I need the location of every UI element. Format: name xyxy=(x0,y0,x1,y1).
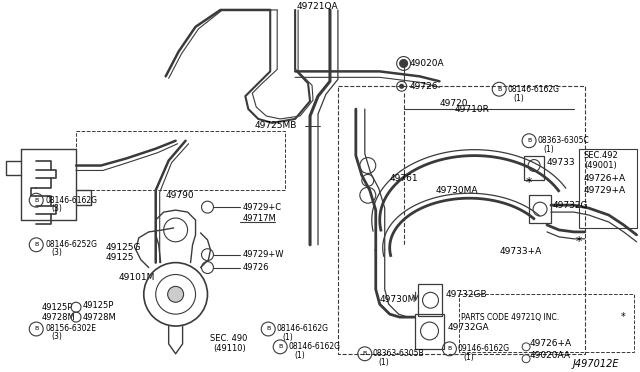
Text: 49125G: 49125G xyxy=(106,243,141,252)
Circle shape xyxy=(399,84,404,88)
Text: B: B xyxy=(34,198,38,203)
Text: 08363-6305B: 08363-6305B xyxy=(372,349,424,358)
Text: SEC.492: SEC.492 xyxy=(584,151,619,160)
Circle shape xyxy=(168,286,184,302)
Text: B: B xyxy=(363,351,367,356)
Text: B: B xyxy=(34,242,38,247)
Text: 49728M: 49728M xyxy=(83,312,116,322)
Text: 49717M: 49717M xyxy=(243,214,276,222)
Text: B: B xyxy=(447,346,452,351)
Circle shape xyxy=(399,60,408,67)
Text: 49732G: 49732G xyxy=(553,201,589,210)
Text: (3): (3) xyxy=(51,203,62,213)
Text: (1): (1) xyxy=(513,94,524,103)
Bar xyxy=(415,314,444,349)
Text: 49730M: 49730M xyxy=(380,295,416,304)
Text: 49728M: 49728M xyxy=(41,312,75,322)
Text: *: * xyxy=(526,176,532,189)
Text: 49726+A: 49726+A xyxy=(584,174,626,183)
Text: B: B xyxy=(34,327,38,331)
Text: 49729+A: 49729+A xyxy=(584,186,626,195)
Text: 49729+C: 49729+C xyxy=(243,203,282,212)
Text: B: B xyxy=(497,87,501,92)
Text: B: B xyxy=(278,344,282,349)
Text: 08146-6162G: 08146-6162G xyxy=(288,342,340,351)
Text: 49710R: 49710R xyxy=(454,105,490,113)
Text: 49125P: 49125P xyxy=(41,303,72,312)
Text: 09146-6162G: 09146-6162G xyxy=(458,344,509,353)
Text: 08146-6162G: 08146-6162G xyxy=(507,85,559,94)
Text: 08146-6162G: 08146-6162G xyxy=(276,324,328,334)
Bar xyxy=(76,131,285,190)
Bar xyxy=(529,195,551,223)
Text: 08156-6302E: 08156-6302E xyxy=(45,324,96,334)
Text: 49726+A: 49726+A xyxy=(529,339,572,348)
Text: 49726: 49726 xyxy=(410,82,438,91)
Text: (3): (3) xyxy=(51,248,62,257)
Bar xyxy=(524,155,544,180)
Bar xyxy=(338,86,585,354)
Text: (49110): (49110) xyxy=(214,344,246,353)
Text: 49726: 49726 xyxy=(243,263,269,272)
Text: 49020A: 49020A xyxy=(410,59,444,68)
Text: (1): (1) xyxy=(379,358,390,367)
Text: 08363-6305C: 08363-6305C xyxy=(537,136,589,145)
Text: 49761: 49761 xyxy=(390,174,419,183)
Text: 49733+A: 49733+A xyxy=(499,247,541,256)
Text: 49732GB: 49732GB xyxy=(445,290,487,299)
Bar xyxy=(579,149,637,228)
Text: 49721QA: 49721QA xyxy=(296,3,338,12)
Text: 49101M: 49101M xyxy=(119,273,156,282)
Text: (1): (1) xyxy=(463,353,474,362)
Text: (49001): (49001) xyxy=(584,161,616,170)
Text: B: B xyxy=(266,327,270,331)
Text: 49790: 49790 xyxy=(166,191,195,200)
Text: 49732GA: 49732GA xyxy=(447,323,489,331)
Text: 08146-6162G: 08146-6162G xyxy=(45,196,97,205)
Text: *: * xyxy=(620,312,625,322)
Text: PARTS CODE 49721Q INC.: PARTS CODE 49721Q INC. xyxy=(461,312,559,322)
Text: B: B xyxy=(527,138,531,143)
Text: 49733: 49733 xyxy=(547,158,575,167)
Text: *: * xyxy=(576,235,582,248)
Text: 08146-6252G: 08146-6252G xyxy=(45,240,97,249)
Text: SEC. 490: SEC. 490 xyxy=(211,334,248,343)
Text: (3): (3) xyxy=(51,333,62,341)
Text: 49730MA: 49730MA xyxy=(435,186,478,195)
Bar xyxy=(417,285,442,316)
Text: 49125: 49125 xyxy=(106,253,134,262)
Text: J497012E: J497012E xyxy=(572,359,619,369)
Text: (1): (1) xyxy=(294,351,305,360)
Text: 49020AA: 49020AA xyxy=(529,351,570,360)
Text: 49125P: 49125P xyxy=(83,301,115,310)
Text: (1): (1) xyxy=(282,333,293,342)
Text: 49729+W: 49729+W xyxy=(243,250,284,259)
Text: 49725MB: 49725MB xyxy=(254,121,297,131)
Bar xyxy=(460,294,634,352)
Text: 49720: 49720 xyxy=(440,99,468,108)
Text: (1): (1) xyxy=(543,145,554,154)
